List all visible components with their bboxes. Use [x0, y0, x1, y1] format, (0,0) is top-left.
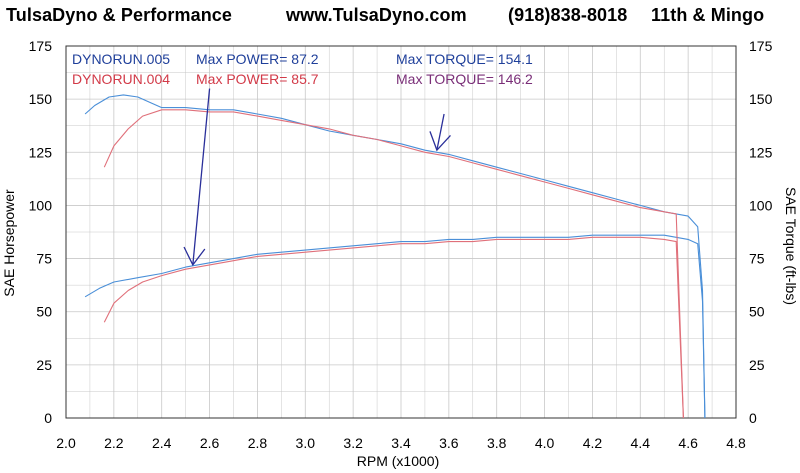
x-tick-label: 3.8: [487, 435, 507, 451]
arrow-head: [429, 131, 451, 152]
x-tick-label: 3.0: [296, 435, 316, 451]
phone-text: (918)838-8018: [508, 5, 628, 25]
x-tick-label: 3.6: [439, 435, 459, 451]
legend-run-dynorun-005: DYNORUN.005: [72, 51, 170, 67]
y-axis-label-right: SAE Torque (ft-lbs): [783, 187, 799, 305]
y-tick-label-left: 125: [29, 144, 53, 160]
series-line-dynorun-005-torque: [84, 94, 706, 419]
legend-max-power-dynorun-005: Max POWER= 87.2: [196, 51, 319, 67]
legend: DYNORUN.005 Max POWER= 87.2 Max TORQUE= 15…: [72, 51, 533, 87]
arrow-shaft: [192, 88, 211, 266]
y-tick-label-right: 125: [749, 144, 773, 160]
y-tick-label-right: 75: [749, 251, 765, 267]
tick-labels: 2.0 2.2 2.4 2.6 2.8 3.0 3.2 3.4 3.6 3.8 4.0 4.2 4.4 4…: [29, 38, 773, 451]
y-tick-label-right: 150: [749, 91, 773, 107]
y-tick-label-right: 175: [749, 38, 773, 54]
y-tick-label-left: 100: [29, 197, 53, 213]
x-tick-label: 4.8: [726, 435, 746, 451]
y-tick-label-left: 175: [29, 38, 53, 54]
y-tick-label-right: 100: [749, 197, 773, 213]
y-tick-label-right: 50: [749, 304, 765, 320]
x-tick-label: 4.6: [678, 435, 698, 451]
legend-max-power-dynorun-004: Max POWER= 85.7: [196, 71, 319, 87]
y-tick-label-left: 50: [36, 304, 52, 320]
dyno-header: TulsaDyno & Performance www.TulsaDyno.co…: [0, 0, 800, 30]
x-tick-label: 3.2: [343, 435, 363, 451]
annotation-arrows: [183, 88, 451, 267]
legend-max-torque-dynorun-005: Max TORQUE= 154.1: [396, 51, 533, 67]
x-tick-label: 3.4: [391, 435, 411, 451]
x-tick-label: 2.8: [248, 435, 268, 451]
series-line-dynorun-004-power: [103, 236, 684, 419]
y-tick-label-left: 0: [44, 410, 52, 426]
y-tick-label-left: 150: [29, 91, 53, 107]
website-text: www.TulsaDyno.com: [286, 5, 467, 25]
y-tick-label-left: 75: [36, 251, 52, 267]
y-tick-label-left: 25: [36, 357, 52, 373]
location-text: 11th & Mingo: [651, 5, 765, 25]
y-axis-label-left: SAE Horsepower: [1, 189, 17, 297]
series-line-dynorun-005-power: [84, 234, 706, 419]
x-tick-label: 4.4: [631, 435, 651, 451]
company-name: TulsaDyno & Performance: [6, 5, 233, 25]
y-tick-label-right: 0: [749, 410, 757, 426]
arrow-shaft: [436, 113, 445, 151]
series-line-dynorun-004-torque: [103, 109, 684, 419]
arrow-head: [183, 246, 206, 267]
grid: [65, 45, 737, 419]
x-tick-label: 4.0: [535, 435, 555, 451]
series-lines: [84, 94, 706, 419]
plot-frame: [65, 45, 737, 419]
y-tick-label-right: 25: [749, 357, 765, 373]
legend-run-dynorun-004: DYNORUN.004: [72, 71, 170, 87]
x-tick-label: 2.0: [56, 435, 76, 451]
x-tick-label: 4.2: [583, 435, 603, 451]
x-tick-label: 2.2: [104, 435, 124, 451]
x-tick-label: 2.4: [152, 435, 172, 451]
legend-max-torque-dynorun-004: Max TORQUE= 146.2: [396, 71, 533, 87]
x-axis-label: RPM (x1000): [357, 453, 439, 469]
x-tick-label: 2.6: [200, 435, 220, 451]
